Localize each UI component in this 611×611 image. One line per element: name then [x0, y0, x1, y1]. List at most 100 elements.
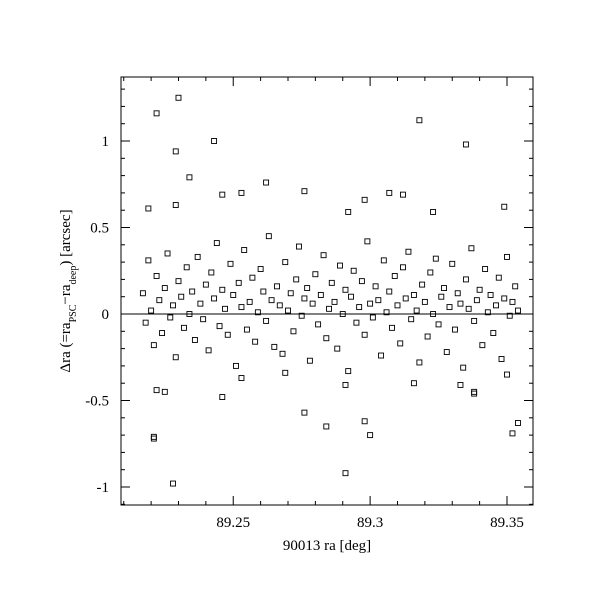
- y-tick-label: 0.5: [90, 221, 109, 237]
- point: [430, 208, 437, 215]
- point: [301, 188, 308, 195]
- point: [219, 286, 226, 293]
- point: [328, 279, 335, 286]
- point: [457, 300, 464, 307]
- point: [501, 203, 508, 210]
- point: [293, 276, 300, 283]
- point: [457, 381, 464, 388]
- point: [493, 302, 499, 309]
- point: [380, 257, 387, 264]
- point: [145, 205, 152, 212]
- plot-frame: [120, 76, 534, 506]
- point: [416, 117, 423, 124]
- y-tick-label: 0: [102, 307, 110, 323]
- point: [419, 281, 426, 288]
- point: [487, 292, 494, 298]
- point: [405, 248, 412, 255]
- point: [219, 191, 226, 198]
- point: [391, 272, 398, 279]
- point: [473, 297, 480, 304]
- point: [465, 305, 472, 312]
- point: [462, 276, 469, 283]
- point: [216, 323, 223, 330]
- point: [397, 340, 404, 347]
- point: [148, 307, 155, 314]
- point: [345, 368, 352, 375]
- point: [164, 250, 171, 257]
- point: [178, 293, 185, 300]
- point: [353, 319, 360, 326]
- point: [238, 304, 245, 311]
- point: [482, 266, 489, 272]
- point: [175, 278, 182, 285]
- point: [186, 174, 193, 181]
- point: [342, 381, 349, 388]
- point: [386, 189, 393, 196]
- y-tick-label: 1: [102, 134, 110, 150]
- point: [435, 321, 442, 328]
- point: [471, 388, 478, 395]
- point: [498, 356, 505, 362]
- point: [443, 349, 450, 356]
- point: [260, 288, 267, 295]
- point: [400, 264, 406, 271]
- point: [263, 179, 270, 186]
- point: [471, 317, 478, 324]
- point: [172, 202, 179, 208]
- point: [224, 331, 231, 338]
- point: [183, 264, 190, 271]
- point: [432, 255, 439, 262]
- point: [233, 362, 239, 369]
- point: [471, 390, 478, 397]
- point: [504, 371, 510, 378]
- point: [424, 333, 431, 340]
- point: [172, 354, 179, 361]
- point: [274, 283, 280, 290]
- point: [446, 304, 453, 311]
- point: [306, 357, 313, 364]
- point: [287, 290, 294, 297]
- point: [213, 240, 220, 247]
- point: [150, 342, 157, 349]
- point: [337, 262, 343, 269]
- point: [290, 328, 297, 335]
- point: [211, 295, 218, 302]
- point: [408, 316, 415, 323]
- y-label-sub: deep: [68, 266, 79, 285]
- point: [219, 394, 226, 400]
- point: [246, 298, 253, 305]
- x-tick-label: 89.25: [216, 515, 250, 531]
- point: [476, 286, 483, 293]
- point: [514, 307, 521, 314]
- point: [386, 288, 393, 295]
- point: [249, 274, 256, 281]
- point: [227, 260, 234, 267]
- point: [150, 433, 157, 440]
- point: [172, 148, 179, 155]
- point: [504, 253, 510, 260]
- point: [257, 266, 264, 272]
- y-label-part: Δra (=ra: [58, 322, 74, 372]
- point: [254, 309, 261, 316]
- point: [156, 297, 163, 304]
- point: [509, 298, 516, 305]
- point: [350, 267, 357, 274]
- y-tick-label: -1: [97, 480, 110, 496]
- point: [383, 309, 390, 316]
- point: [348, 293, 354, 300]
- point: [342, 286, 349, 293]
- point: [394, 302, 401, 309]
- point: [153, 110, 160, 117]
- y-label-sub: PSC: [68, 304, 79, 322]
- point: [271, 343, 278, 350]
- point: [413, 307, 420, 314]
- point: [501, 295, 508, 302]
- point: [506, 312, 513, 319]
- point: [304, 285, 311, 292]
- point: [402, 295, 409, 302]
- point: [153, 272, 160, 279]
- point: [222, 305, 228, 312]
- point: [361, 418, 368, 425]
- point: [276, 302, 283, 309]
